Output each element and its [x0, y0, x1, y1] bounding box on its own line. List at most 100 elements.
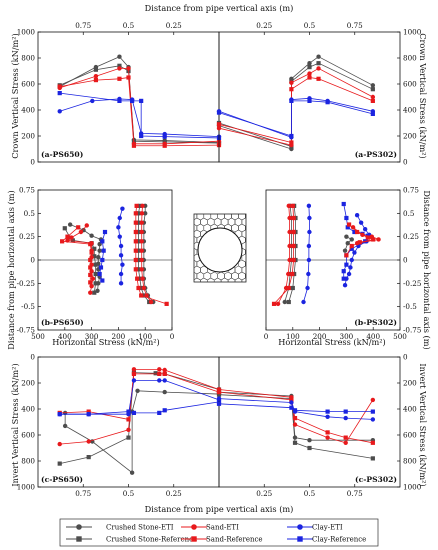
point-sand-square [131, 143, 137, 148]
gravel-hex [244, 214, 246, 215]
point-clay-circle [117, 234, 122, 239]
point-sand-square [291, 243, 296, 249]
point-stone-square [62, 226, 67, 231]
point-clay-square [341, 276, 346, 281]
panel-tag: (b-PS650) [41, 318, 84, 327]
point-sand-square [57, 84, 62, 89]
point-clay-circle [162, 378, 167, 383]
b-y-axis-label-right: Distance from pipe horizontal axis (m) [422, 190, 432, 349]
y-tick-label: 1000 [403, 483, 422, 492]
y-tick-label: 200 [403, 132, 417, 141]
point-sand-square [365, 235, 370, 240]
point-sand-square [86, 409, 91, 414]
point-sand-circle [157, 367, 162, 372]
gravel-hex [252, 236, 259, 244]
point-sand-square [133, 248, 138, 253]
point-clay-square [345, 225, 350, 230]
gravel-hex [187, 218, 194, 226]
point-clay-square [292, 408, 298, 413]
point-clay-square [325, 100, 330, 105]
point-stone-square [92, 246, 97, 251]
point-sand-square [88, 242, 93, 247]
y-tick-label: -0.25 [403, 279, 422, 288]
point-clay-square [344, 262, 349, 267]
point-sand-square [65, 234, 70, 239]
point-sand-circle [325, 435, 330, 440]
gravel-hex [238, 284, 245, 292]
point-stone-square [136, 257, 141, 263]
x-tick-label: 100 [138, 332, 152, 341]
point-stone-square [92, 290, 97, 295]
point-clay-circle [216, 396, 222, 401]
point-stone-circle [62, 423, 68, 429]
point-sand-square [216, 390, 222, 395]
series-line-stone-circle [344, 236, 353, 251]
point-clay-circle [118, 281, 124, 286]
point-sand-circle [354, 241, 360, 246]
point-clay-circle [325, 414, 330, 419]
point-clay-circle [343, 415, 348, 421]
point-stone-square [92, 254, 97, 259]
gravel-hex [249, 218, 256, 226]
a-y-axis-label-right: Crown Vertical Stress (kN/m²) [418, 33, 428, 159]
point-sand-square [291, 229, 296, 235]
gravel-hex [249, 206, 256, 214]
point-stone-circle [96, 255, 101, 260]
legend-label: Clay-ETI [312, 524, 343, 532]
gravel-hex [218, 284, 225, 292]
series-line-clay-circle [218, 97, 373, 138]
point-sand-square [134, 203, 139, 208]
point-stone-square [93, 271, 98, 277]
point-stone-square [307, 445, 312, 451]
point-sand-square [126, 75, 131, 80]
point-stone-square [117, 63, 122, 68]
chart-c-ps650: 0 200 400 600 800 1000 0.75 0.5 0.25 (c-PS650) [17, 353, 222, 498]
y-tick-label: 0.25 [19, 232, 35, 241]
gravel-hex [187, 278, 194, 286]
point-sand-square [216, 122, 222, 127]
gravel-hex [217, 214, 219, 215]
point-sand-square [370, 98, 375, 103]
point-sand-circle [139, 229, 144, 235]
top-x-axis-label: Distance from pipe vertical axis (m) [145, 3, 294, 13]
gravel-hex [245, 273, 246, 279]
point-sand-square [131, 371, 137, 376]
point-sand-square [136, 285, 141, 291]
legend-marker [191, 536, 197, 542]
series-line-sand-circle [277, 205, 290, 305]
y-tick-label: 800 [21, 457, 35, 466]
point-stone-circle [292, 435, 298, 440]
gravel-hex [204, 284, 211, 292]
x-tick-label: 400 [366, 332, 380, 341]
point-stone-square [86, 455, 91, 460]
y-tick-label: 600 [21, 80, 35, 89]
point-clay-square [139, 98, 144, 103]
point-sand-circle [139, 211, 145, 216]
point-clay-square [325, 409, 330, 414]
y-tick-label: 0.75 [19, 186, 35, 195]
x-tick-label: 0.75 [75, 21, 91, 30]
point-clay-circle [289, 400, 294, 405]
point-clay-square [162, 408, 167, 413]
gravel-hex [252, 284, 259, 292]
point-sand-square [60, 239, 65, 244]
point-stone-circle [117, 54, 122, 59]
y-tick-label: 1000 [17, 28, 36, 37]
point-clay-circle [157, 378, 162, 383]
x-tick-label: 500 [393, 332, 407, 341]
point-sand-square [88, 257, 93, 263]
point-clay-square [341, 201, 346, 207]
y-tick-label: 0 [403, 353, 408, 362]
gravel-hex [211, 284, 218, 292]
point-clay-circle [352, 250, 357, 255]
x-tick-label: 0.25 [166, 489, 182, 498]
x-tick-label: 0.25 [166, 21, 182, 30]
point-stone-square [126, 435, 131, 440]
x-tick-label: 0.5 [304, 21, 316, 30]
legend-label: Clay-Reference [312, 536, 366, 544]
gravel-hex [252, 248, 259, 256]
panel-tag: (a-PS302) [355, 150, 397, 159]
y-tick-label: -0.5 [21, 302, 35, 311]
point-sand-square [346, 222, 352, 227]
chart-a-ps302: 0 200 400 600 800 1000 0.25 0.5 0.75 (a-PS302) [216, 21, 422, 167]
